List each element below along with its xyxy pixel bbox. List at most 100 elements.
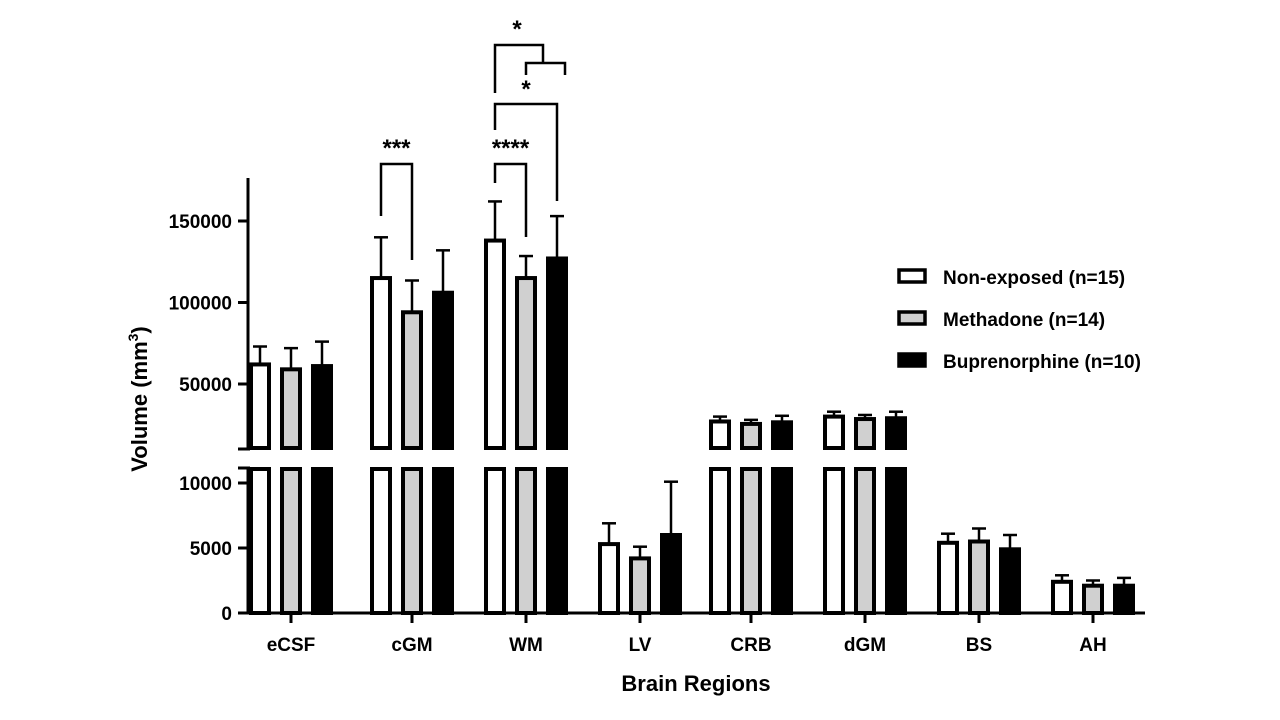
bar-break-gap — [852, 450, 878, 467]
x-tick-label-bs: BS — [966, 635, 992, 656]
bar-lower-segment — [311, 467, 333, 615]
bar-rect — [968, 539, 990, 615]
legend-swatch — [897, 310, 927, 326]
y-axis-title-text: Volume (mm — [127, 341, 152, 471]
x-tick-label-dgm: dGM — [844, 635, 886, 656]
bar-break-gap — [738, 450, 764, 467]
bar-lower-segment — [885, 467, 907, 615]
bar-lower-segment — [709, 467, 731, 615]
y-tick-label: 5000 — [190, 539, 232, 560]
legend-item-0: Non-exposed (n=15) — [897, 268, 1125, 289]
axes-layer: 0 5000 10000 50000 100000 150000 eCSF cGM WM LV CR… — [169, 178, 1145, 656]
bar-upper-segment — [885, 416, 907, 451]
bar-bs-series-1 — [968, 527, 990, 615]
significance-label-cgm: *** — [382, 135, 411, 162]
bar-lv-series-2 — [660, 480, 682, 615]
significance-label-wm-methadone: **** — [492, 135, 530, 162]
legend: Non-exposed (n=15) Methadone (n=14) Bupren… — [897, 268, 1141, 373]
bar-wm-series-0 — [482, 200, 508, 615]
bar-break-gap — [309, 450, 335, 467]
bar-wm-series-1 — [513, 254, 539, 615]
significance-label-wm-group: * — [512, 16, 522, 43]
bar-lower-segment — [401, 467, 423, 615]
bar-lv-series-1 — [629, 545, 651, 616]
bar-break-gap — [482, 450, 508, 467]
bar-break-gap — [368, 450, 394, 467]
y-tick-label: 100000 — [169, 294, 232, 315]
y-tick-label: 10000 — [179, 474, 232, 495]
bar-break-gap — [430, 450, 456, 467]
bar-upper-segment — [740, 421, 762, 450]
bar-upper-segment — [401, 310, 423, 450]
bar-rect — [1051, 579, 1073, 615]
bar-break-gap — [278, 450, 304, 467]
bar-cgm-series-2 — [430, 249, 456, 615]
y-axis-title-superscript: 3 — [125, 333, 141, 341]
bar-upper-segment — [546, 256, 568, 450]
bar-ecsf-series-2 — [309, 340, 335, 615]
bar-upper-segment — [432, 290, 454, 450]
x-tick-label-crb: CRB — [730, 635, 771, 656]
bar-rect — [629, 556, 651, 616]
bar-ah-series-2 — [1113, 576, 1135, 616]
bar-bs-series-0 — [937, 532, 959, 615]
bar-upper-segment — [709, 419, 731, 450]
bar-upper-segment — [823, 414, 845, 451]
bar-ah-series-1 — [1082, 579, 1104, 616]
x-tick-label-cgm: cGM — [391, 635, 432, 656]
legend-label: Non-exposed (n=15) — [943, 268, 1125, 289]
x-tick-label-lv: LV — [629, 635, 652, 656]
legend-swatch — [897, 352, 927, 368]
y-axis-title-close: ) — [127, 326, 152, 333]
bar-break-gap — [399, 450, 425, 467]
bar-rect — [598, 542, 620, 615]
bar-lv-series-0 — [598, 522, 620, 615]
bar-rect — [937, 540, 959, 615]
bar-lower-segment — [249, 467, 271, 615]
bar-break-gap — [769, 450, 795, 467]
y-tick-label: 150000 — [169, 212, 232, 233]
bar-lower-segment — [823, 467, 845, 615]
bar-dgm-series-2 — [883, 410, 909, 615]
legend-swatch — [897, 268, 927, 284]
significance-layer: *** ****** — [379, 16, 567, 260]
y-tick-label: 50000 — [179, 375, 232, 396]
x-tick-label-wm: WM — [509, 635, 543, 656]
bar-crb-series-2 — [769, 414, 795, 615]
bar-lower-segment — [484, 467, 506, 615]
bar-lower-segment — [546, 467, 568, 615]
bar-rect — [1082, 583, 1104, 616]
bar-upper-segment — [370, 276, 392, 450]
significance-subbracket-wm-group — [524, 61, 567, 75]
bar-crb-series-1 — [738, 418, 764, 615]
bar-lower-segment — [280, 467, 302, 615]
bar-upper-segment — [854, 417, 876, 451]
bar-ecsf-series-1 — [278, 346, 304, 615]
x-tick-label-ecsf: eCSF — [267, 635, 316, 656]
bar-cgm-series-0 — [368, 236, 394, 615]
significance-bracket-cgm — [379, 162, 414, 260]
significance-label-wm-buprenorphine: * — [521, 76, 531, 103]
bar-lower-segment — [740, 467, 762, 615]
significance-bracket-wm-buprenorphine — [493, 102, 559, 201]
bar-upper-segment — [280, 367, 302, 450]
bar-dgm-series-0 — [821, 410, 847, 615]
bar-break-gap — [513, 450, 539, 467]
bar-ecsf-series-0 — [247, 345, 273, 615]
bar-lower-segment — [771, 467, 793, 615]
y-axis-title: Volume (mm3) — [125, 326, 152, 472]
legend-item-1: Methadone (n=14) — [897, 310, 1105, 331]
bar-cgm-series-1 — [399, 279, 425, 615]
bar-dgm-series-1 — [852, 413, 878, 615]
bar-lower-segment — [854, 467, 876, 615]
y-tick-label: 0 — [221, 604, 232, 625]
legend-label: Methadone (n=14) — [943, 310, 1105, 331]
bars-layer — [247, 200, 1135, 616]
bar-upper-segment — [484, 238, 506, 450]
x-tick-label-ah: AH — [1079, 635, 1106, 656]
bar-ah-series-0 — [1051, 574, 1073, 615]
bar-upper-segment — [771, 420, 793, 450]
significance-bracket-wm-methadone — [493, 162, 528, 237]
bar-wm-series-2 — [544, 214, 570, 615]
